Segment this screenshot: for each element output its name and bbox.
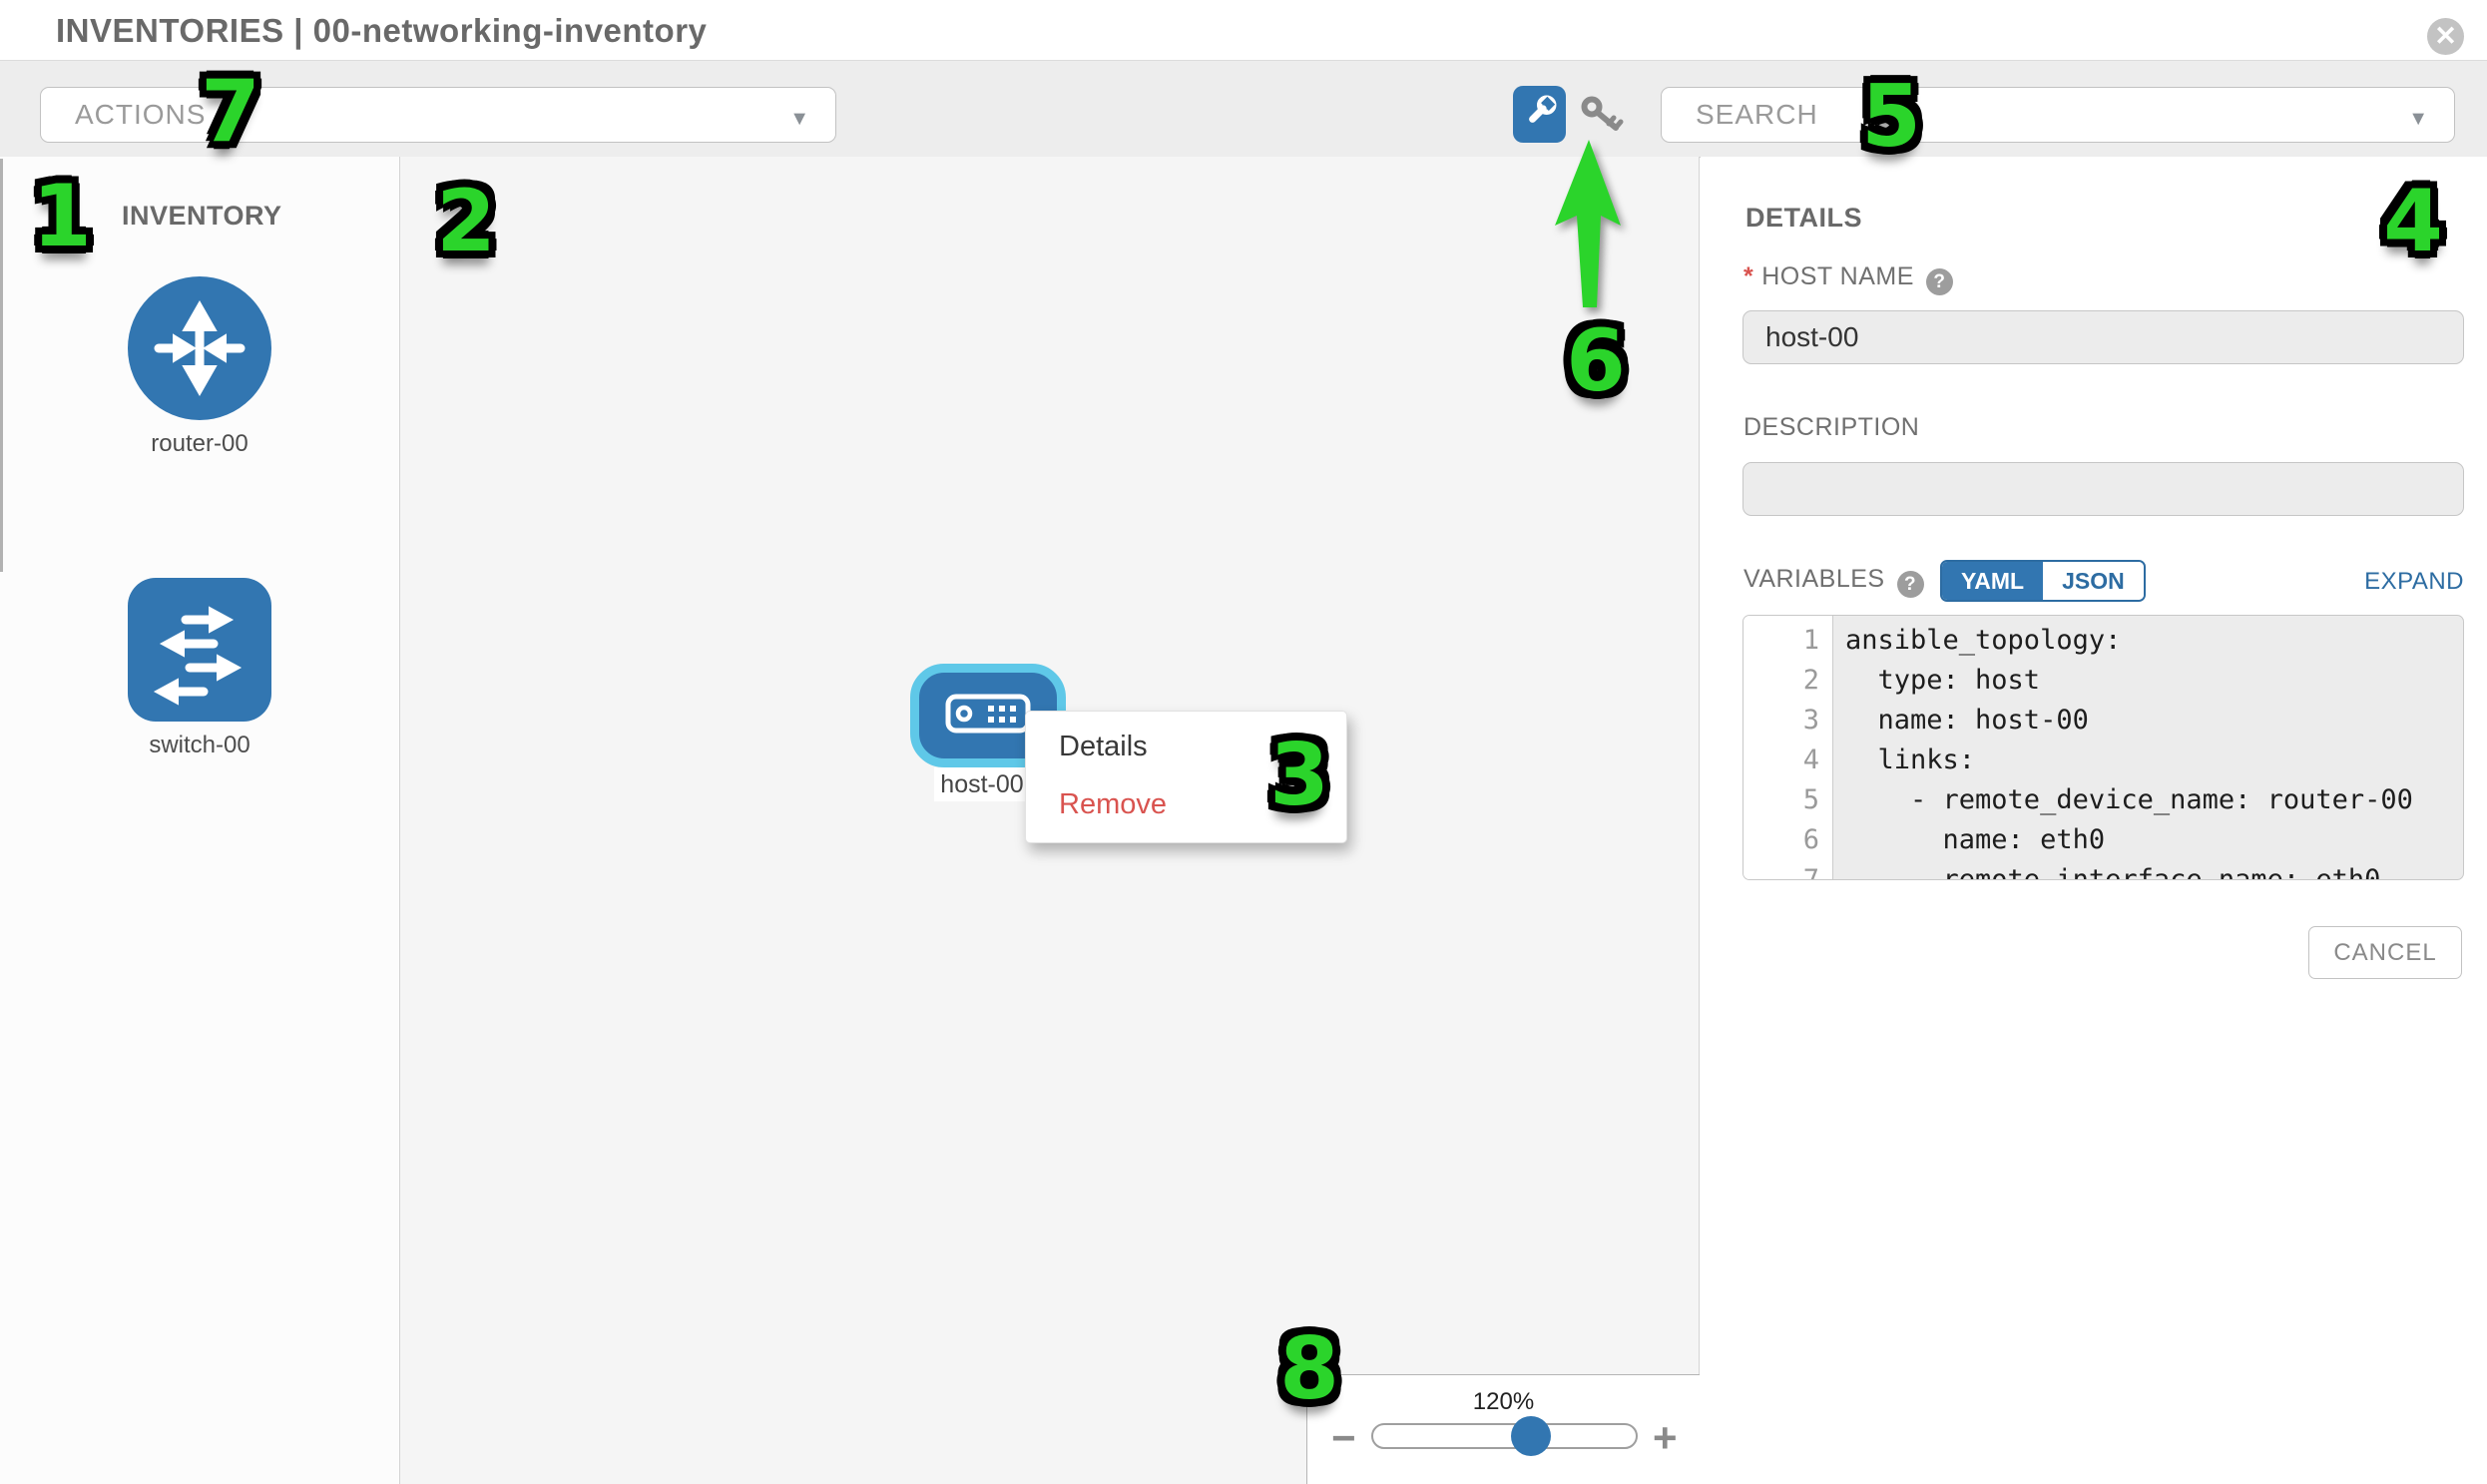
palette-item-router[interactable]: router-00 <box>128 276 271 458</box>
inventory-palette-sidebar: INVENTORY router-00 <box>0 157 400 1484</box>
annotation-6: 6 <box>1566 311 1626 411</box>
actions-dropdown-label: ACTIONS <box>75 99 207 130</box>
code-editor-lines: 1 ansible_topology: 2 type: host 3 name:… <box>1743 621 2463 880</box>
inventory-palette-title: INVENTORY <box>122 201 282 231</box>
cancel-button[interactable]: CANCEL <box>2308 926 2462 979</box>
zoom-out-button[interactable]: − <box>1331 1414 1356 1461</box>
variables-code-editor[interactable]: 1 ansible_topology: 2 type: host 3 name:… <box>1742 615 2464 880</box>
code-line: 1 ansible_topology: <box>1802 625 2122 656</box>
header-bar: INVENTORIES | 00-networking-inventory ✕ <box>0 0 2487 60</box>
annotation-2: 2 <box>436 172 496 271</box>
context-menu-item-details[interactable]: Details <box>1059 730 1148 762</box>
variables-label-row: VARIABLES? <box>1743 565 1924 598</box>
actions-dropdown[interactable]: ACTIONS ▼ <box>40 87 836 143</box>
code-line: 4 links: <box>1802 744 1976 775</box>
description-input[interactable] <box>1742 462 2464 516</box>
chevron-down-icon: ▼ <box>2408 108 2428 130</box>
wrench-icon <box>1522 94 1558 135</box>
required-asterisk: * <box>1743 262 1754 290</box>
code-editor-gutter <box>1743 616 1833 879</box>
zoom-in-button[interactable]: + <box>1653 1414 1678 1461</box>
palette-item-switch[interactable]: switch-00 <box>128 578 271 759</box>
help-icon[interactable]: ? <box>1896 571 1924 598</box>
annotation-3: 3 <box>1269 726 1329 825</box>
topology-canvas[interactable]: host-00 Details Remove 120% − + <box>400 157 1700 1484</box>
toolbar: ACTIONS ▼ <box>0 60 2487 158</box>
code-line: 7 remote_interface_name: eth0 <box>1802 864 2381 880</box>
host-name-label: HOST NAME <box>1761 262 1914 290</box>
search-dropdown-label: SEARCH <box>1696 99 1818 130</box>
annotation-4: 4 <box>2383 172 2443 271</box>
host-node[interactable] <box>910 664 1066 767</box>
code-line: 5 - remote_device_name: router-00 <box>1802 784 2413 815</box>
host-node-label: host-00 <box>934 767 1030 801</box>
annotation-1: 1 <box>32 167 92 266</box>
node-context-menu: Details Remove <box>1025 711 1347 843</box>
toggle-yaml-button[interactable]: YAML <box>1942 562 2044 600</box>
sidebar-scrollbar[interactable] <box>0 159 3 572</box>
switch-icon <box>128 578 271 722</box>
router-icon <box>128 276 271 420</box>
host-name-input[interactable] <box>1742 310 2464 364</box>
context-menu-item-remove[interactable]: Remove <box>1059 787 1167 820</box>
help-icon[interactable]: ? <box>1925 268 1953 295</box>
annotation-7: 7 <box>201 62 260 162</box>
variables-format-toggle: YAML JSON <box>1940 560 2146 602</box>
close-icon[interactable]: ✕ <box>2427 18 2464 55</box>
search-dropdown[interactable]: SEARCH ▼ <box>1661 87 2455 143</box>
zoom-slider-track[interactable] <box>1371 1423 1638 1449</box>
expand-link[interactable]: EXPAND <box>2364 568 2464 595</box>
palette-item-label: router-00 <box>151 430 249 457</box>
annotation-arrow-up-icon <box>1555 140 1621 307</box>
zoom-control: 120% − + <box>1306 1374 1700 1484</box>
palette-item-label: switch-00 <box>149 732 250 758</box>
annotation-8: 8 <box>1279 1319 1339 1419</box>
code-line: 6 name: eth0 <box>1802 824 2106 855</box>
toggle-json-button[interactable]: JSON <box>2043 562 2144 600</box>
configure-tools-button[interactable] <box>1513 86 1566 143</box>
chevron-down-icon: ▼ <box>789 108 809 130</box>
variables-label: VARIABLES <box>1743 565 1885 593</box>
annotation-5: 5 <box>1861 67 1921 167</box>
code-line: 3 name: host-00 <box>1802 705 2089 736</box>
zoom-level-value: 120% <box>1472 1388 1535 1415</box>
host-name-label-row: * HOST NAME? <box>1743 262 1953 295</box>
credentials-key-button[interactable] <box>1579 95 1627 140</box>
code-line: 2 type: host <box>1802 665 2041 696</box>
details-panel: DETAILS *HOST NAME? DESCRIPTION VARIABLE… <box>1701 157 2487 1484</box>
key-icon <box>1580 95 1626 140</box>
description-label: DESCRIPTION <box>1743 413 1920 441</box>
host-device-icon <box>944 691 1032 742</box>
breadcrumb: INVENTORIES | 00-networking-inventory <box>56 12 708 49</box>
zoom-slider-handle[interactable] <box>1511 1416 1551 1456</box>
details-panel-title: DETAILS <box>1745 203 1862 233</box>
